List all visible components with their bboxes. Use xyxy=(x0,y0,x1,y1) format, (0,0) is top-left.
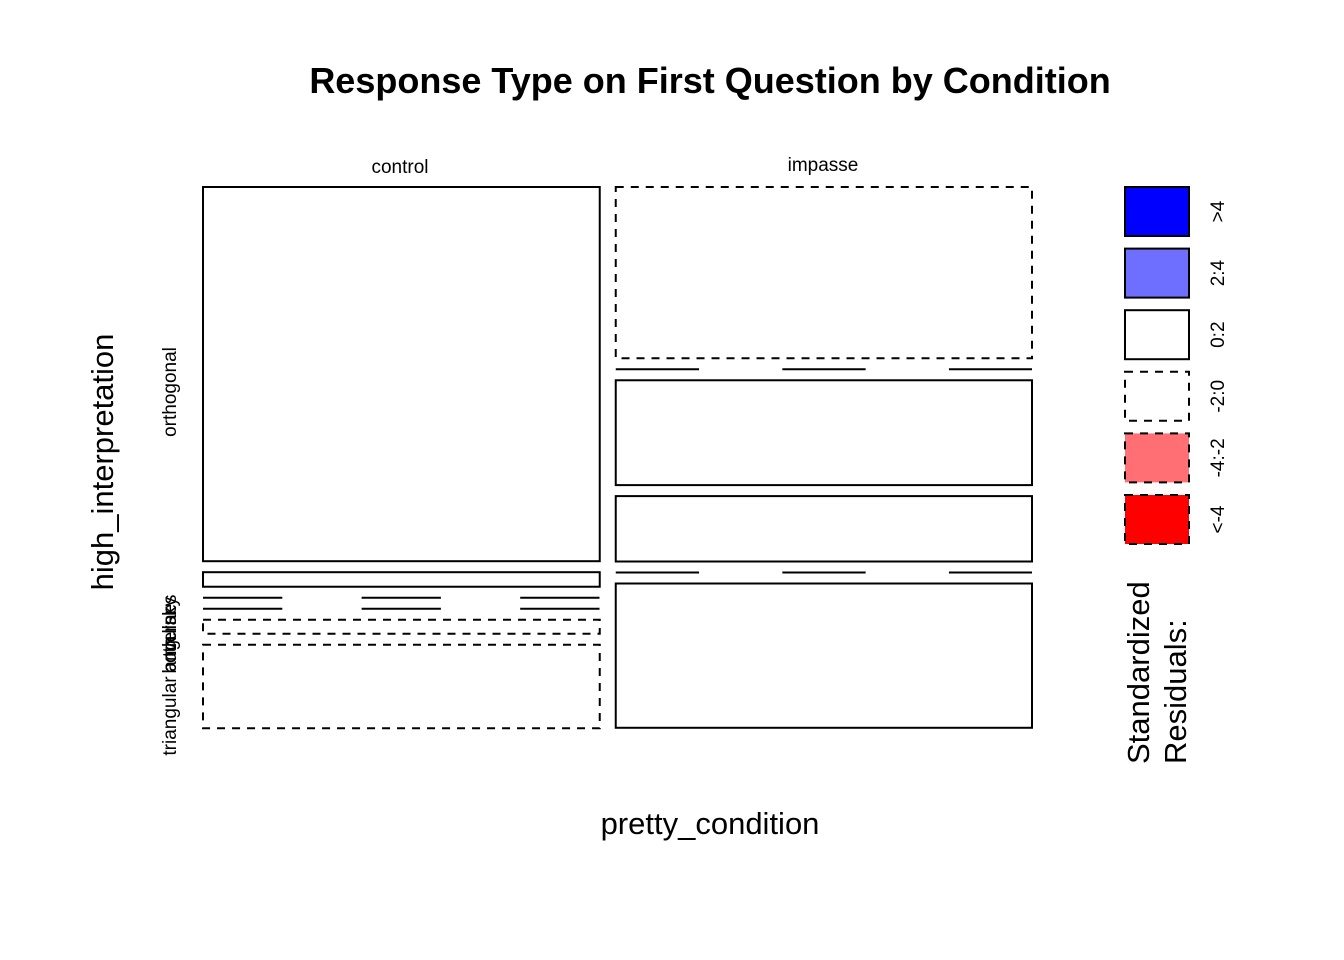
legend-label-0: >4 xyxy=(1208,200,1229,222)
mosaic-cell-impasse-tversky xyxy=(614,379,1034,487)
mosaic-cells xyxy=(202,186,1034,730)
legend-label-4: -4:-2 xyxy=(1208,438,1229,477)
legend-label-3: -2:0 xyxy=(1208,380,1229,413)
row-label-orthogonal: orthogonal xyxy=(160,347,181,437)
row-label-angular: angular xyxy=(160,608,181,672)
column-label-impasse: impasse xyxy=(788,155,859,176)
chart-title: Response Type on First Question by Condi… xyxy=(309,60,1110,101)
legend-swatch-3 xyxy=(1124,370,1190,422)
legend-title-line-2: Residuals: xyxy=(1158,619,1193,764)
x-axis-label: pretty_condition xyxy=(601,806,820,841)
legend-title-line-1: Standardized xyxy=(1121,581,1156,764)
mosaic-cell-control-both xyxy=(202,618,601,635)
mosaic-cell-impasse-orthogonal xyxy=(614,186,1034,360)
row-label-lines: lines xyxy=(160,594,181,633)
mosaic-cell-control-lines xyxy=(202,571,601,588)
y-axis-label: high_interpretation xyxy=(85,334,120,591)
legend-swatch-0 xyxy=(1124,186,1190,237)
legend-swatch-5 xyxy=(1124,494,1190,545)
mosaic-cell-impasse-angular xyxy=(614,495,1034,563)
legend-label-2: 0:2 xyxy=(1208,321,1229,347)
legend-swatch-1 xyxy=(1124,247,1190,299)
mosaic-cell-control-triangular xyxy=(202,643,601,730)
legend: >4 2:4 0:2 -2:0 -4:-2 <-4 xyxy=(1124,186,1229,545)
legend-label-1: 2:4 xyxy=(1208,259,1229,286)
legend-label-5: <-4 xyxy=(1208,505,1229,533)
legend-swatch-4 xyxy=(1124,432,1190,484)
column-label-control: control xyxy=(371,157,428,178)
mosaic-cell-impasse-triangular xyxy=(614,582,1034,729)
legend-swatch-2 xyxy=(1124,309,1190,361)
row-label-both: both xyxy=(160,637,181,674)
row-label-tversky: tversky xyxy=(160,596,181,657)
mosaic-cell-control-orthogonal xyxy=(202,186,601,563)
row-label-triangular: triangular xyxy=(160,676,181,756)
